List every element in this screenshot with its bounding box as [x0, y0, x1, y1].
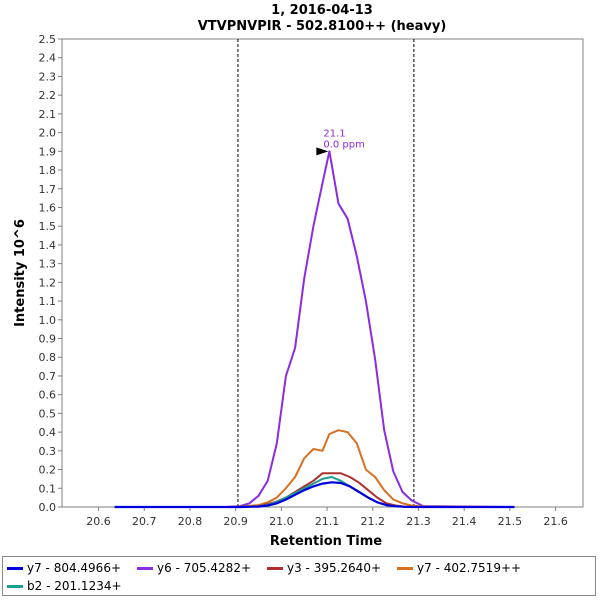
x-tick-label: 20.9 — [223, 515, 248, 528]
y-axis-label: Intensity 10^6 — [13, 219, 28, 327]
series-line — [114, 150, 515, 508]
legend-item: y7 - 402.7519++ — [397, 560, 521, 576]
x-tick-label: 21.3 — [406, 515, 431, 528]
y-tick-label: 0.3 — [39, 445, 57, 458]
legend-label: y6 - 705.4282+ — [157, 561, 252, 575]
chart: 1, 2016-04-13 VTVPNVPIR - 502.8100++ (he… — [13, 3, 584, 549]
y-tick-label: 1.5 — [39, 220, 57, 233]
legend-item: y6 - 705.4282+ — [137, 560, 251, 576]
y-tick-label: 1.7 — [39, 183, 57, 196]
y-tick-label: 2.0 — [39, 127, 57, 140]
legend-label: y7 - 402.7519++ — [417, 561, 522, 575]
x-axis-label: Retention Time — [270, 534, 382, 549]
plot-area — [61, 38, 584, 508]
y-tick-label: 2.4 — [39, 52, 57, 65]
x-tick-label: 21.1 — [315, 515, 340, 528]
x-tick-label: 20.8 — [178, 515, 203, 528]
peak-ppm-label: 0.0 ppm — [323, 139, 365, 150]
series-line — [114, 481, 515, 509]
y-tick-label: 0.1 — [39, 482, 57, 495]
series-line — [114, 476, 515, 508]
x-tick-label: 21.0 — [269, 515, 294, 528]
legend-item: b2 - 201.1234+ — [7, 578, 122, 594]
legend-swatch — [137, 567, 153, 570]
y-tick-label: 1.4 — [39, 239, 57, 252]
legend-swatch — [267, 567, 283, 570]
y-tick-label: 1.3 — [39, 258, 57, 271]
y-tick-label: 1.0 — [39, 314, 57, 327]
y-tick-label: 2.2 — [39, 89, 57, 102]
y-tick-label: 1.2 — [39, 276, 57, 289]
y-tick-label: 2.5 — [39, 33, 57, 46]
legend: y7 - 804.4966+ y6 - 705.4282+ y3 - 395.264… — [2, 556, 596, 596]
x-tick-label: 21.2 — [361, 515, 386, 528]
legend-label: y3 - 395.2640+ — [287, 561, 382, 575]
y-tick-label: 1.9 — [39, 145, 57, 158]
x-tick-label: 20.6 — [86, 515, 111, 528]
y-tick-label: 0.8 — [39, 351, 57, 364]
peak-marker — [316, 147, 329, 156]
legend-swatch — [397, 567, 413, 570]
y-tick-label: 0.6 — [39, 389, 57, 402]
x-tick-label: 21.6 — [543, 515, 568, 528]
y-tick-label: 0.7 — [39, 370, 57, 383]
y-tick-label: 1.1 — [39, 295, 57, 308]
peak-time-label: 21.1 — [323, 128, 345, 139]
x-tick-label: 21.4 — [452, 515, 477, 528]
y-tick-label: 0.4 — [39, 426, 57, 439]
legend-label: y7 - 804.4966+ — [27, 561, 122, 575]
x-tick-label: 20.7 — [132, 515, 157, 528]
y-tick-label: 0.2 — [39, 464, 57, 477]
y-tick-label: 2.1 — [39, 108, 57, 121]
y-tick-label: 1.8 — [39, 164, 57, 177]
y-tick-label: 0.5 — [39, 407, 57, 420]
series-line — [114, 472, 515, 508]
chart-subtitle: VTVPNVPIR - 502.8100++ (heavy) — [198, 19, 447, 34]
y-tick-label: 0.9 — [39, 333, 57, 346]
legend-swatch — [7, 567, 23, 570]
legend-swatch — [7, 585, 23, 588]
x-tick-label: 21.5 — [498, 515, 523, 528]
y-tick-label: 1.6 — [39, 201, 57, 214]
legend-item: y3 - 395.2640+ — [267, 560, 381, 576]
y-tick-label: 2.3 — [39, 70, 57, 83]
legend-item: y7 - 804.4966+ — [7, 560, 121, 576]
series-line — [114, 429, 515, 508]
chart-title: 1, 2016-04-13 — [271, 3, 373, 18]
legend-label: b2 - 201.1234+ — [27, 579, 122, 593]
y-tick-label: 0.0 — [39, 501, 57, 514]
